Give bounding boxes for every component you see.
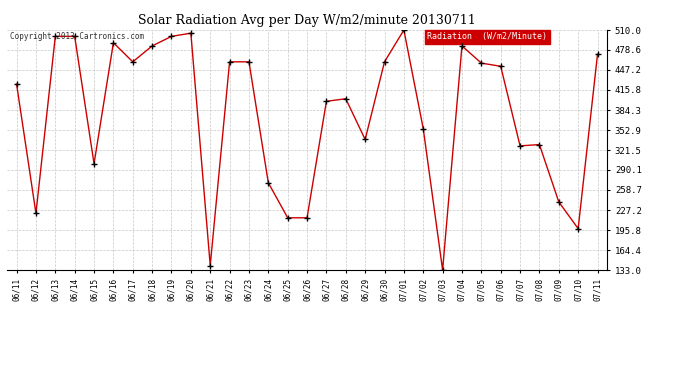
Text: Radiation  (W/m2/Minute): Radiation (W/m2/Minute) — [427, 32, 547, 41]
Title: Solar Radiation Avg per Day W/m2/minute 20130711: Solar Radiation Avg per Day W/m2/minute … — [138, 15, 476, 27]
Text: Copyright 2013 Cartronics.com: Copyright 2013 Cartronics.com — [10, 32, 144, 41]
